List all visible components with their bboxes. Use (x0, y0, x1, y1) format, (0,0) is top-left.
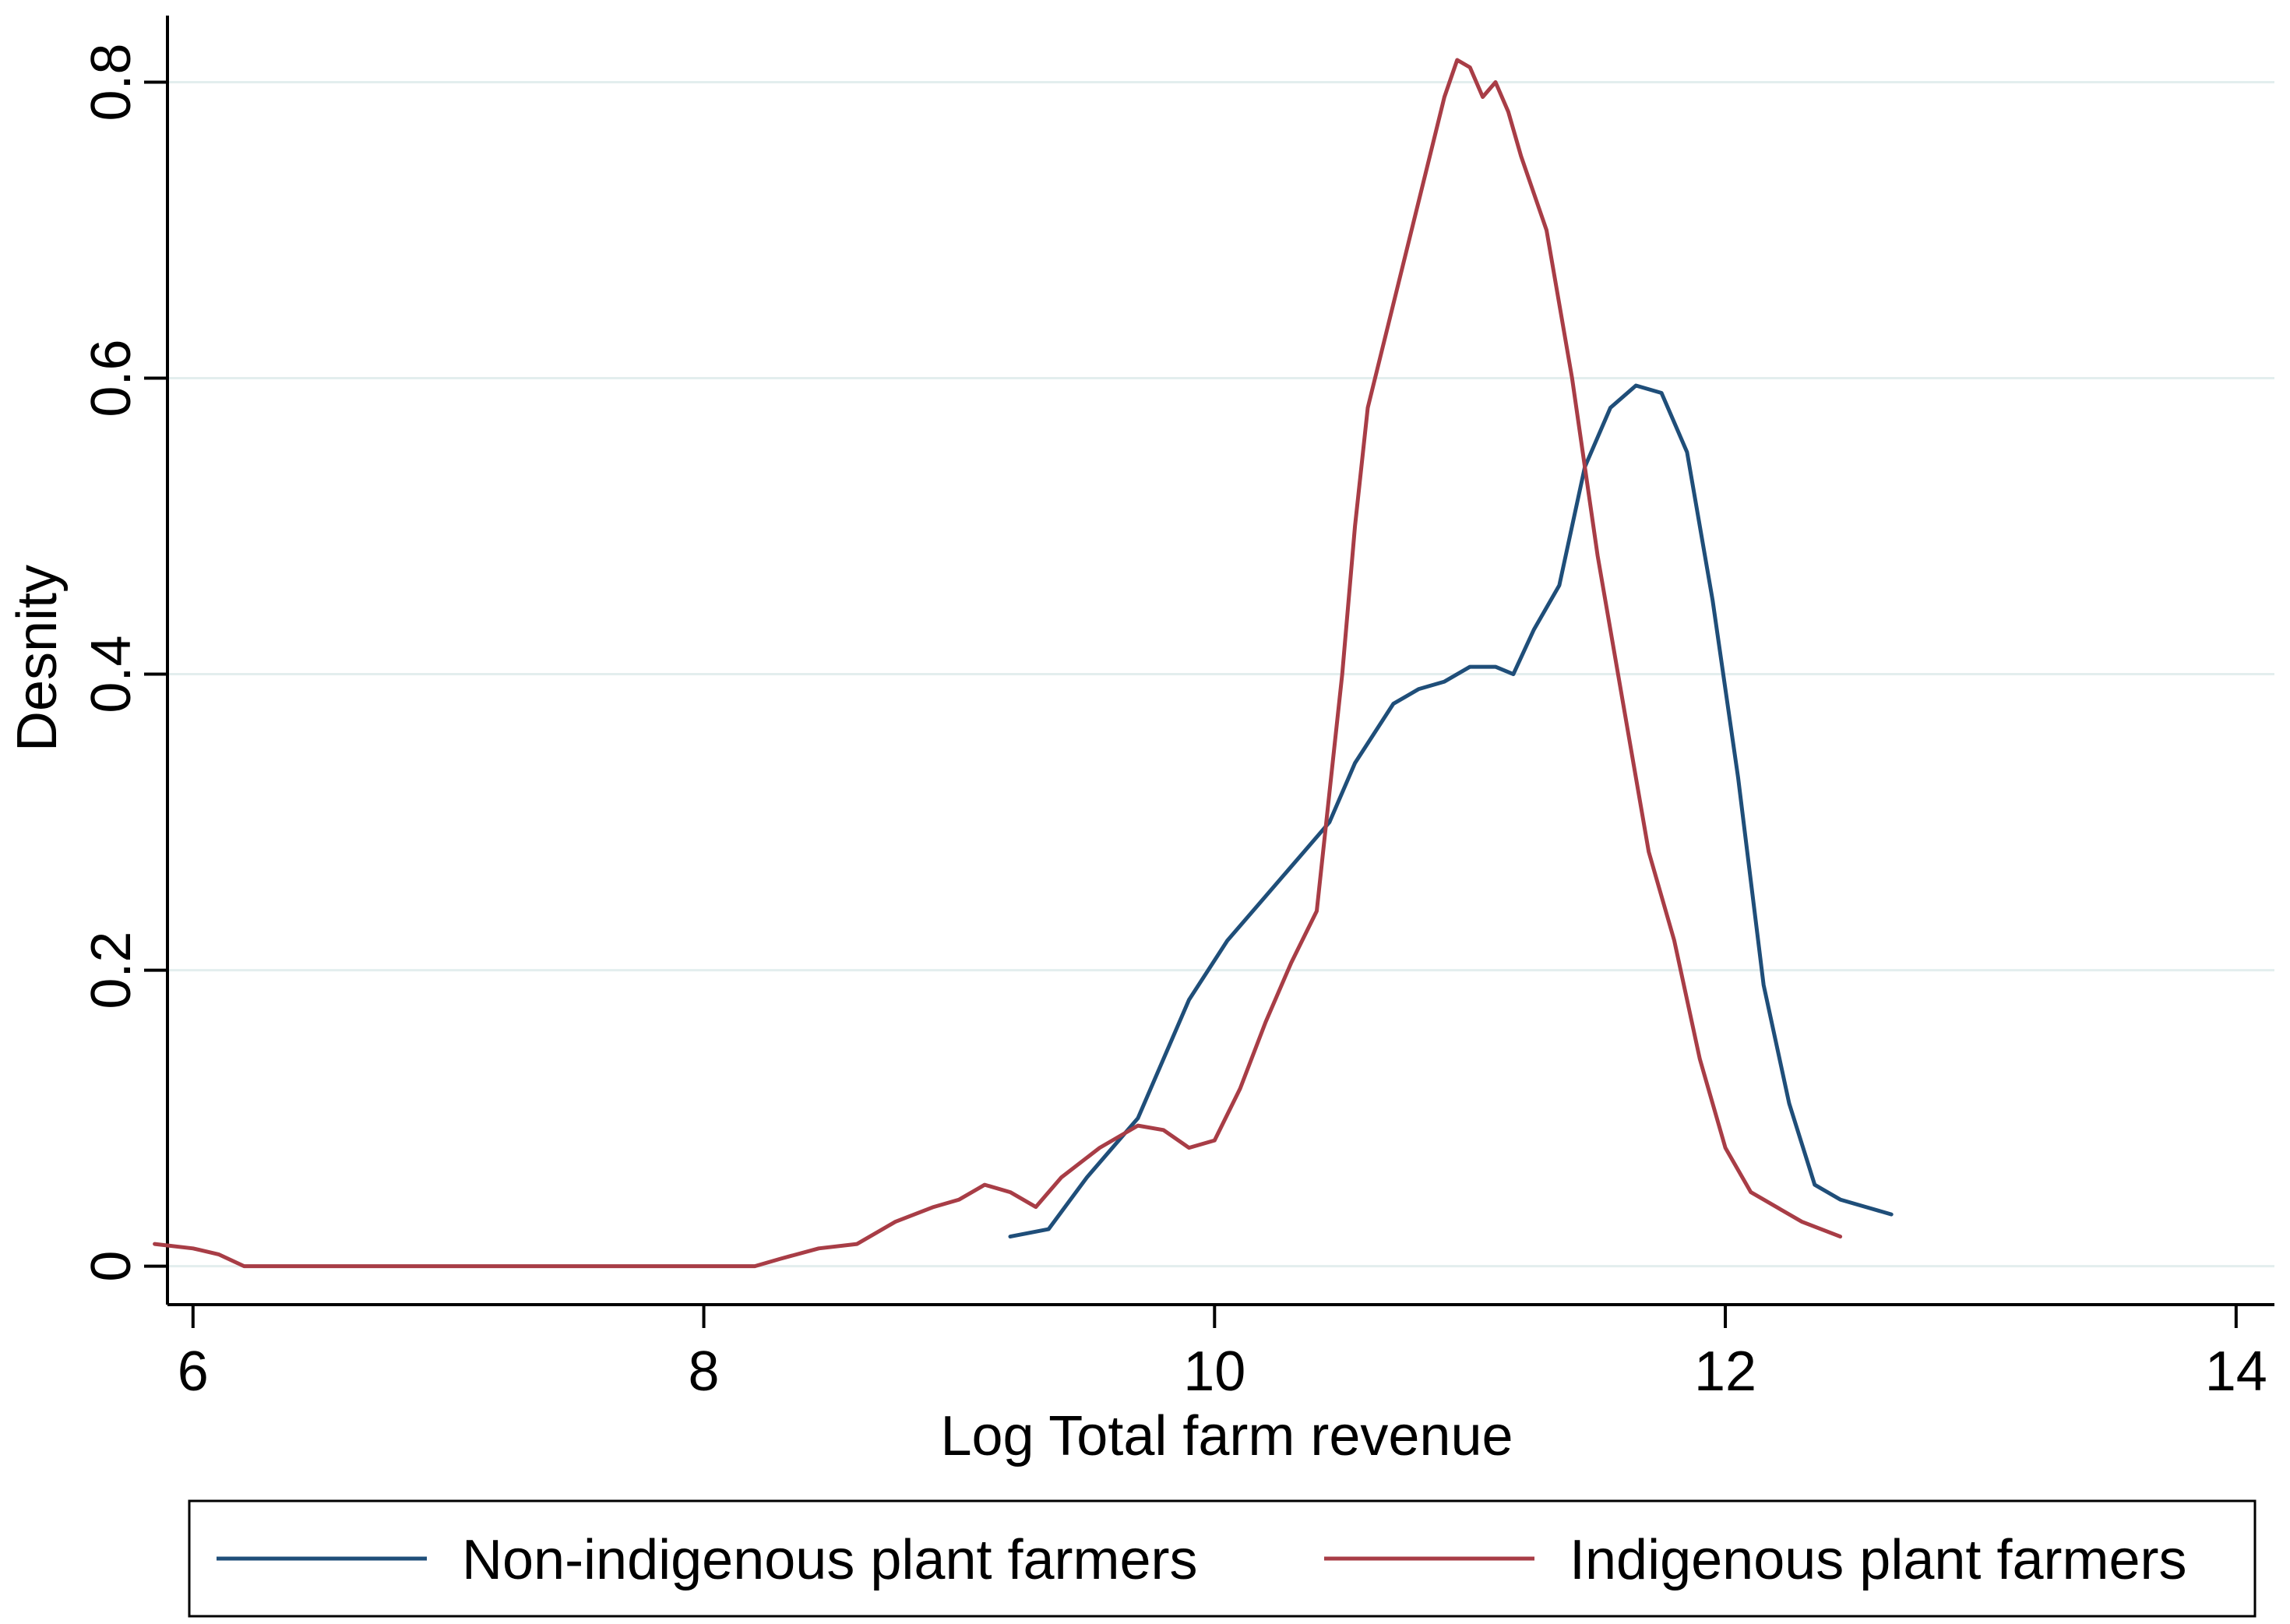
legend: Non-indigenous plant farmers Indigenous … (188, 1499, 2257, 1618)
y-axis-title: Desnity (6, 565, 69, 752)
series-line-non-indigenous (1008, 383, 1894, 1239)
y-tick-label: 0.6 (80, 339, 143, 417)
x-tick-label: 10 (1183, 1340, 1245, 1403)
y-tick-label: 0.8 (80, 43, 143, 121)
x-tick-label: 8 (689, 1340, 720, 1403)
legend-box (188, 1499, 2257, 1618)
y-tick-label: 0.2 (80, 932, 143, 1009)
legend-label-indigenous: Indigenous plant farmers (1570, 1529, 2186, 1591)
series-lines (153, 58, 1894, 1269)
x-tick-label: 12 (1694, 1340, 1756, 1403)
y-tick-label: 0 (80, 1251, 143, 1282)
x-axis-title: Log Total farm revenue (940, 1405, 1513, 1467)
axes (166, 16, 2274, 1306)
ticks: 0 0.2 0.4 0.6 0.8 6 8 10 12 14 (80, 43, 2267, 1403)
gridlines (169, 81, 2274, 1268)
x-tick-label: 6 (178, 1340, 209, 1403)
x-tick-label: 14 (2205, 1340, 2267, 1403)
series-line-indigenous (153, 58, 1843, 1269)
legend-label-non-indigenous: Non-indigenous plant farmers (462, 1529, 1198, 1591)
y-tick-label: 0.4 (80, 636, 143, 713)
